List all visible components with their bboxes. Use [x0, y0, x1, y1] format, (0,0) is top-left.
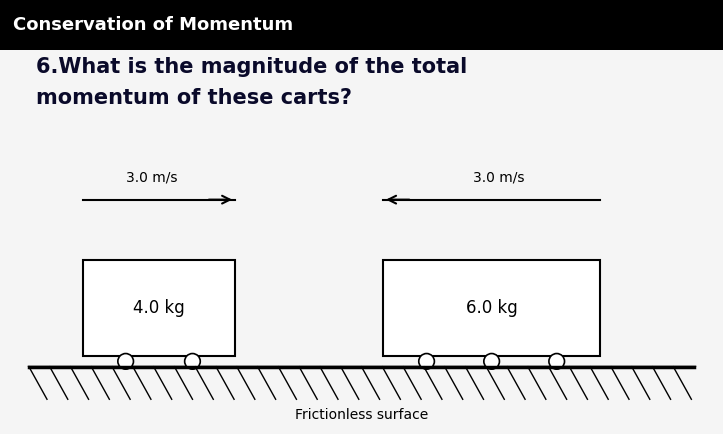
Ellipse shape: [549, 354, 565, 369]
Text: 6.What is the magnitude of the total: 6.What is the magnitude of the total: [36, 57, 467, 77]
FancyBboxPatch shape: [0, 0, 723, 50]
FancyBboxPatch shape: [83, 260, 235, 356]
Text: Frictionless surface: Frictionless surface: [295, 408, 428, 422]
FancyBboxPatch shape: [383, 260, 600, 356]
Ellipse shape: [118, 354, 134, 369]
Ellipse shape: [484, 354, 500, 369]
Text: Conservation of Momentum: Conservation of Momentum: [13, 16, 293, 34]
Text: 6.0 kg: 6.0 kg: [466, 299, 518, 317]
Text: 4.0 kg: 4.0 kg: [133, 299, 185, 317]
Text: 3.0 m/s: 3.0 m/s: [126, 171, 178, 184]
Ellipse shape: [419, 354, 435, 369]
Text: momentum of these carts?: momentum of these carts?: [36, 88, 352, 108]
Ellipse shape: [184, 354, 200, 369]
Text: 3.0 m/s: 3.0 m/s: [473, 171, 525, 184]
